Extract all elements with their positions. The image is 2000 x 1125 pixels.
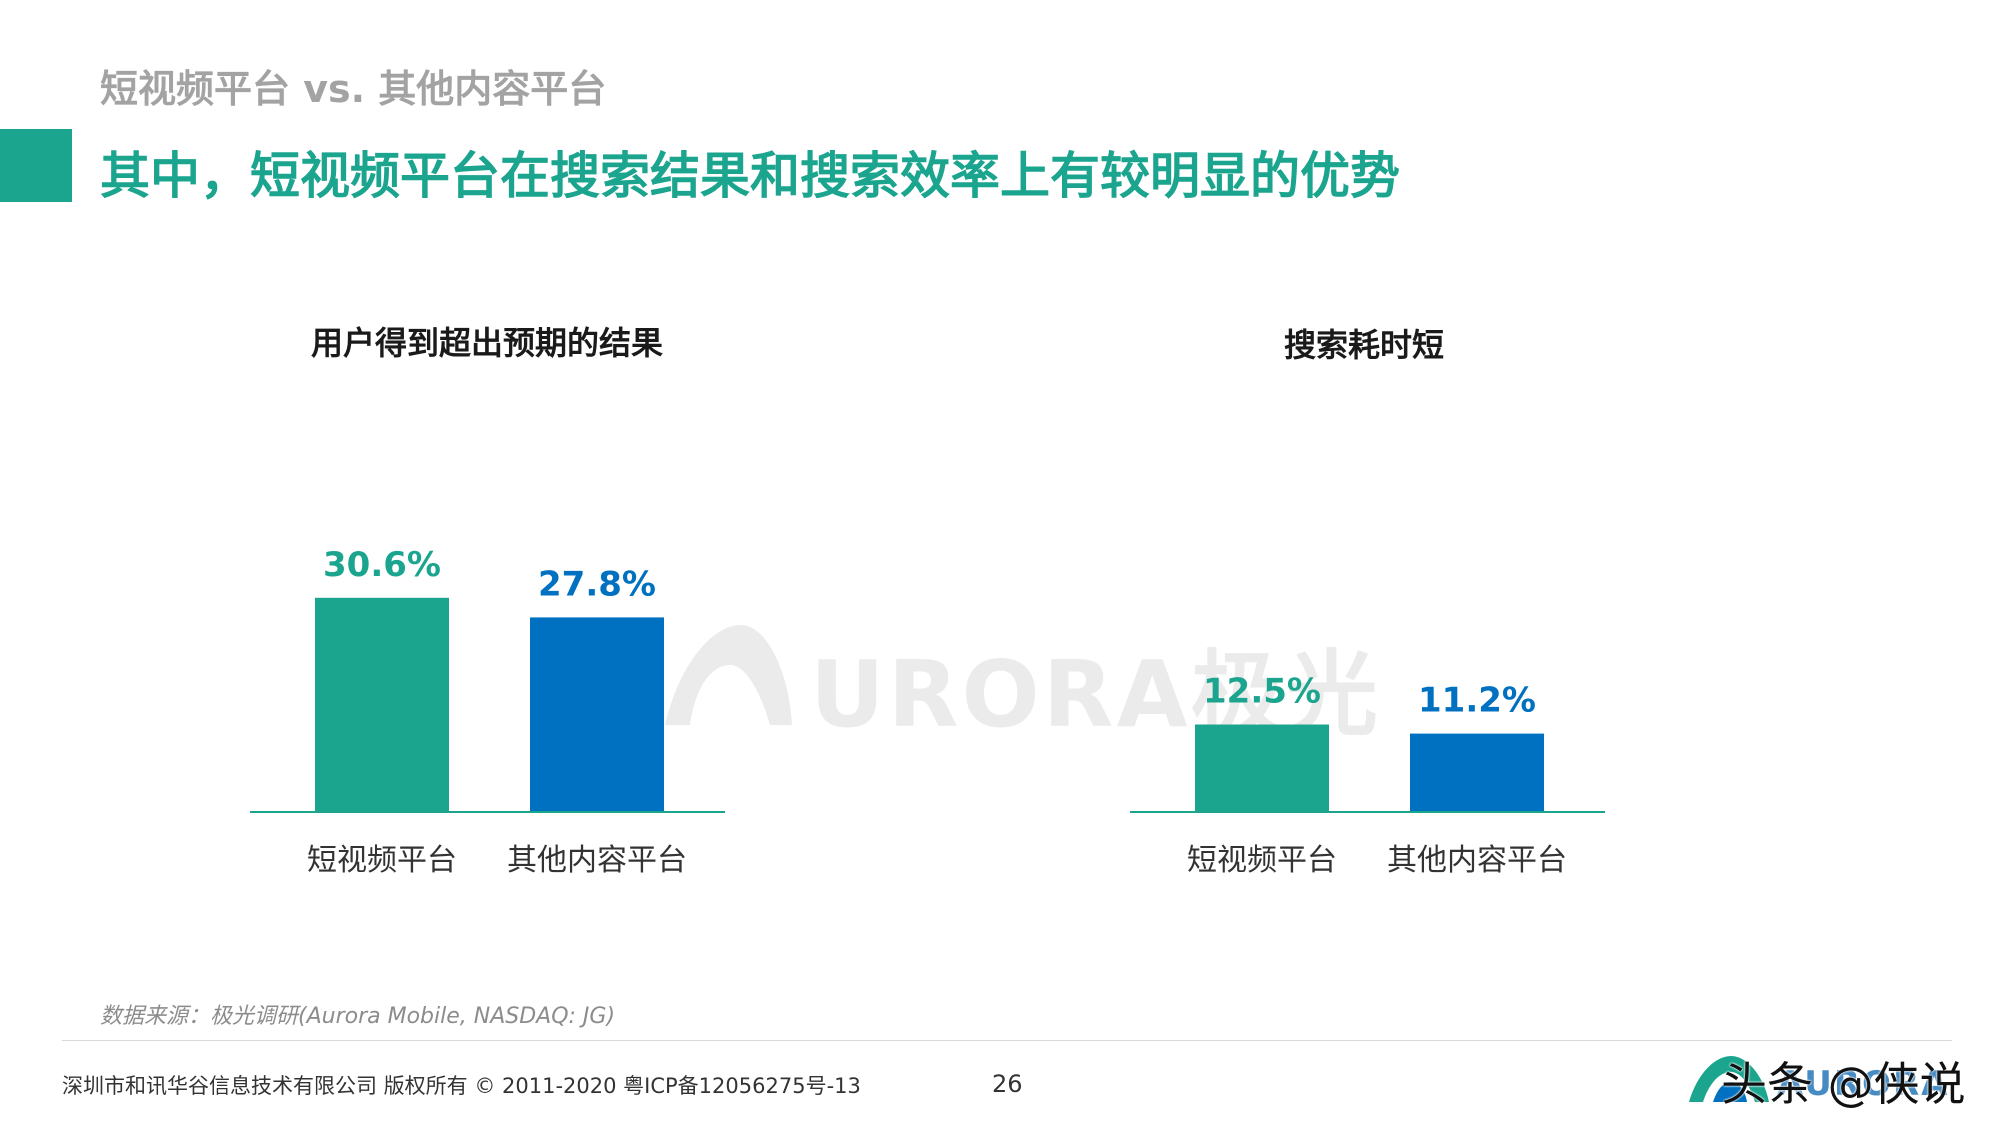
footer-divider xyxy=(62,1040,1952,1041)
category-label-other-platform: 其他内容平台 xyxy=(507,843,687,878)
source-note: 数据来源：极光调研(Aurora Mobile, NASDAQ: JG) xyxy=(100,1004,616,1029)
chart-title-expectation: 用户得到超出预期的结果 xyxy=(310,324,664,362)
brand-overlay-text: 头条 @侠说 xyxy=(1721,1057,1966,1111)
chart-expectation: 30.6% 短视频平台 27.8% 其他内容平台 xyxy=(250,545,725,878)
brand-logo-text: AURORA xyxy=(1777,1064,1950,1104)
bar-other-platform xyxy=(1410,733,1544,812)
aurora-logo-icon xyxy=(1689,1056,1769,1102)
value-label-other-platform: 11.2% xyxy=(1418,681,1536,721)
value-label-other-platform: 27.8% xyxy=(538,564,656,604)
bar-short-video xyxy=(315,597,449,812)
page-subtitle: 短视频平台 vs. 其他内容平台 xyxy=(100,67,607,111)
accent-block xyxy=(0,129,72,202)
value-label-short-video: 12.5% xyxy=(1203,672,1321,712)
category-label-short-video: 短视频平台 xyxy=(307,843,457,878)
brand-mark: AURORA 头条 @侠说 xyxy=(1685,1048,1985,1111)
page-number: 26 xyxy=(992,1070,1023,1098)
value-label-short-video: 30.6% xyxy=(323,545,441,585)
bar-other-platform xyxy=(530,617,664,812)
bar-short-video xyxy=(1195,724,1329,812)
chart-search-time: 12.5% 短视频平台 11.2% 其他内容平台 xyxy=(1130,672,1605,878)
chart-title-search-time: 搜索耗时短 xyxy=(1283,326,1445,364)
category-label-short-video: 短视频平台 xyxy=(1187,843,1337,878)
page-headline: 其中，短视频平台在搜索结果和搜索效率上有较明显的优势 xyxy=(100,147,1400,205)
category-label-other-platform: 其他内容平台 xyxy=(1387,843,1567,878)
copyright-text: 深圳市和讯华谷信息技术有限公司 版权所有 © 2011-2020 粤ICP备12… xyxy=(62,1074,861,1098)
